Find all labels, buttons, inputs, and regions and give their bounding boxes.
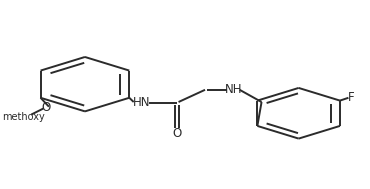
Text: O: O (172, 127, 181, 140)
Text: O: O (41, 101, 51, 114)
Text: methoxy: methoxy (2, 112, 45, 122)
Text: NH: NH (225, 83, 242, 96)
Text: HN: HN (133, 96, 150, 109)
Text: F: F (348, 91, 354, 104)
